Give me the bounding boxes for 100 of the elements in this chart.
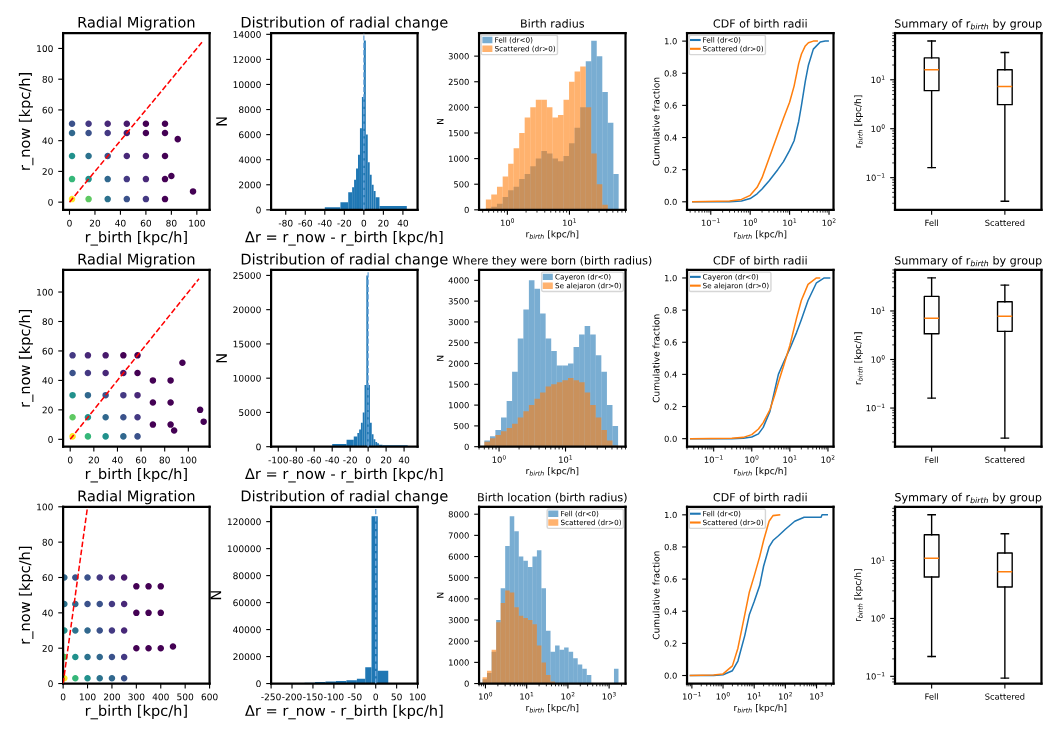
y-tick-label: 0 bbox=[464, 206, 469, 214]
y-tick-label: 3000 bbox=[448, 53, 469, 60]
chart-title: CDF of birth radii bbox=[713, 255, 807, 265]
x-tick-label: -100 bbox=[268, 456, 288, 464]
x-tick-label: 60 bbox=[135, 456, 147, 464]
y-tick-label: 0 bbox=[256, 206, 261, 214]
x-tick-label: 40 bbox=[397, 219, 409, 227]
x-tick-label: -40 bbox=[317, 219, 332, 227]
y-tick-label: 100 bbox=[37, 45, 53, 52]
y-tick-label: 0.6 bbox=[664, 102, 677, 109]
x-tick-label: 100 bbox=[79, 693, 96, 701]
x-tick-label: 0 bbox=[365, 456, 371, 464]
y-tick-label: 0.8 bbox=[664, 307, 677, 314]
y-tick-label: 2500 bbox=[448, 339, 469, 346]
y-tick-label: 3500 bbox=[448, 298, 469, 305]
x-tick-label: -40 bbox=[325, 456, 339, 464]
y-tick-label: 1.0 bbox=[664, 38, 677, 45]
y-tick-label: 10$^{−1}$ bbox=[866, 403, 885, 412]
x-tick-label: -200 bbox=[282, 693, 302, 701]
y-tick-label: 0.4 bbox=[664, 371, 677, 378]
y-tick-label: 80 bbox=[42, 538, 53, 546]
x-tick-label: -250 bbox=[261, 693, 281, 701]
x-tick-label: 100 bbox=[409, 693, 426, 701]
x-axis-title: r$_{birth}$ [kpc/h] bbox=[526, 230, 579, 240]
y-tick-label: 0.2 bbox=[664, 403, 677, 410]
y-tick-label: 7000 bbox=[448, 532, 469, 539]
y-tick-label: 8000 bbox=[448, 511, 469, 518]
x-tick-label: 200 bbox=[103, 693, 120, 701]
x-tick-label: 0 bbox=[67, 456, 73, 464]
y-tick-label: 10000 bbox=[233, 81, 261, 89]
x-tick-label: 10$^{2}$ bbox=[821, 455, 835, 463]
y-tick-label: 0 bbox=[256, 680, 261, 688]
y-tick-label: 4000 bbox=[448, 277, 469, 284]
x-axis-title: Δr = r_now - r_birth [kpc/h] bbox=[245, 231, 443, 246]
x-axis-title: r_birth [kpc/h] bbox=[85, 231, 187, 246]
y-tick-label: 10$^{0}$ bbox=[871, 355, 885, 363]
y-tick-label: 1.0 bbox=[664, 511, 677, 519]
y-tick-label: 100000 bbox=[227, 545, 261, 553]
x-tick-label: 80 bbox=[159, 456, 170, 464]
y-tick-label: 1000 bbox=[449, 402, 469, 409]
y-tick-label: 10000 bbox=[233, 374, 261, 382]
x-tick-label: 20 bbox=[88, 456, 99, 464]
y-tick-label: 2000 bbox=[239, 181, 261, 189]
y-tick-label: 0 bbox=[464, 443, 469, 450]
x-tick-label: 600 bbox=[201, 693, 218, 701]
y-axis-title: Cumulative fraction bbox=[652, 551, 660, 640]
y-axis-title: Cumulative fraction bbox=[652, 314, 660, 403]
y-tick-label: 2500 bbox=[448, 78, 469, 86]
x-tick-label: Scattered bbox=[985, 693, 1025, 700]
y-tick-label: 2000 bbox=[448, 104, 469, 111]
x-tick-label: 300 bbox=[128, 693, 145, 701]
x-tick-label: 20 bbox=[378, 219, 389, 227]
chart-title: Distribution of radial change bbox=[241, 490, 448, 505]
y-tick-label: 10$^{0}$ bbox=[871, 614, 885, 622]
x-tick-label: -20 bbox=[337, 219, 352, 227]
y-tick-label: 12000 bbox=[233, 56, 261, 63]
x-tick-label: -60 bbox=[307, 456, 321, 464]
x-tick-label: 10$^{1}$ bbox=[783, 455, 797, 463]
x-axis-title: r$_{birth}$ [kpc/h] bbox=[526, 467, 579, 476]
x-tick-label: 40 bbox=[112, 456, 123, 464]
chart-title: Distribution of radial change bbox=[241, 253, 448, 268]
x-tick-label: 10$^{2}$ bbox=[778, 692, 792, 700]
y-tick-label: 20 bbox=[42, 644, 53, 652]
y-tick-label: 120000 bbox=[227, 518, 261, 526]
x-axis-title: Δr = r_now - r_birth [kpc/h] bbox=[245, 467, 443, 483]
y-tick-label: 60 bbox=[42, 347, 53, 355]
y-axis-title: N bbox=[210, 591, 222, 600]
y-tick-label: 0.2 bbox=[664, 640, 677, 647]
y-tick-label: 4000 bbox=[448, 595, 469, 603]
x-tick-label: 10$^{1}$ bbox=[563, 218, 576, 226]
y-tick-label: 6000 bbox=[239, 131, 261, 139]
x-tick-label: Fell bbox=[925, 693, 938, 700]
x-tick-label: Scattered bbox=[985, 219, 1025, 227]
x-tick-label: 100 bbox=[189, 219, 205, 227]
y-tick-label: 10$^{1}$ bbox=[871, 306, 885, 315]
y-tick-label: 5000 bbox=[239, 409, 261, 416]
x-tick-label: 10$^{−1}$ bbox=[683, 692, 701, 700]
y-tick-label: 100 bbox=[37, 288, 53, 296]
chart-title: CDF of birth radii bbox=[713, 492, 807, 502]
y-tick-label: 0.0 bbox=[664, 198, 677, 206]
x-axis-title: Δr = r_now - r_birth [kpc/h] bbox=[245, 704, 443, 720]
y-tick-label: 40 bbox=[42, 137, 53, 145]
x-tick-label: 400 bbox=[152, 693, 169, 701]
y-axis-title: N bbox=[436, 118, 444, 124]
chart-title: Summary of r$_{birth}$ by group bbox=[894, 255, 1042, 267]
y-tick-label: 80 bbox=[42, 318, 53, 326]
x-tick-label: 50 bbox=[391, 693, 402, 701]
x-tick-label: 10$^{−1}$ bbox=[701, 218, 720, 226]
y-axis-title: r_now [kpc/h] bbox=[18, 546, 34, 644]
y-axis-title: N bbox=[216, 117, 227, 126]
chart-title: Radial Migration bbox=[78, 490, 195, 505]
y-tick-label: 10$^{0}$ bbox=[871, 124, 885, 132]
x-axis-title: r$_{birth}$ [kpc/h] bbox=[734, 467, 787, 476]
x-tick-label: 10$^{0}$ bbox=[743, 218, 757, 226]
x-tick-label: 10$^{−1}$ bbox=[704, 455, 723, 463]
x-axis-title: r$_{birth}$ [kpc/h] bbox=[526, 704, 579, 713]
y-tick-label: 10$^{1}$ bbox=[871, 556, 885, 564]
chart-title: CDF of birth radii bbox=[713, 19, 807, 28]
x-tick-label: 10$^{1}$ bbox=[559, 455, 573, 463]
y-axis-title: r_now [kpc/h] bbox=[18, 309, 34, 407]
